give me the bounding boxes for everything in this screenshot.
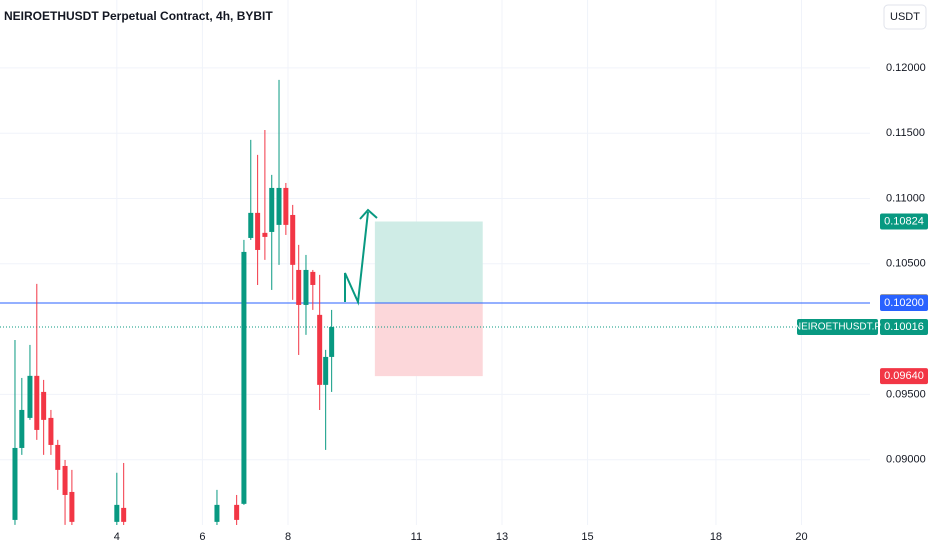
candle-body [317,314,323,385]
price-label-box [880,368,928,385]
price-label-box [880,294,928,311]
price-label: 0.10824 [884,215,924,227]
price-label-box [880,213,928,230]
y-tick-label: 0.12000 [886,62,926,74]
candle-body [69,491,75,522]
candle-body [48,417,54,445]
candle-body [34,375,40,430]
chart-title: NEIROETHUSDT Perpetual Contract, 4h, BYB… [4,9,273,23]
candle-body [276,187,282,225]
candle-body [255,212,261,250]
drawn-arrow [344,211,369,306]
candle-body [329,327,335,357]
price-label: 0.10016 [884,321,924,333]
candle-body [269,187,275,232]
candle-body [323,356,329,385]
x-tick-label: 15 [581,531,593,543]
candle-body [303,269,309,305]
price-label: 0.10200 [884,297,924,309]
y-tick-label: 0.10500 [886,258,926,270]
candle-body [12,447,18,520]
plot-area [0,79,870,525]
x-tick-label: 4 [114,531,120,543]
candle-body [62,465,68,495]
candle-body [296,269,302,305]
x-tick-label: 13 [496,531,508,543]
candle-body [114,504,120,522]
candle-body [310,271,316,285]
candle-body [121,507,127,522]
price-label-box [880,319,928,336]
arrow-head [359,208,378,220]
price-axis: 0.12000 0.11500 0.11000 0.10500 0.09500 0.090… [114,62,928,543]
symbol-label: NEIROETHUSDT.P [794,322,882,333]
candle-body [41,391,47,420]
currency-label[interactable]: USDT [890,11,920,23]
y-tick-label: 0.09500 [886,388,926,400]
candle-body [262,232,268,237]
loss-zone [374,302,483,377]
symbol-label-box [797,319,878,336]
x-tick-label: 18 [710,531,722,543]
y-tick-label: 0.09000 [886,454,926,466]
candle-body [283,187,289,225]
candle-body [234,504,240,520]
candle-body [27,375,33,418]
y-tick-label: 0.11000 [886,192,925,204]
candle-body [19,409,25,448]
profit-zone [374,221,483,303]
x-tick-label: 8 [285,531,291,543]
x-tick-label: 11 [411,531,422,543]
currency-button[interactable] [883,4,927,30]
grid [0,0,870,525]
candle-body [55,444,61,470]
x-tick-label: 20 [795,531,807,543]
candle-body [248,212,254,238]
y-tick-label: 0.11500 [886,127,925,139]
candle-body [290,214,296,265]
x-tick-label: 6 [199,531,205,543]
price-label: 0.09640 [884,370,924,382]
candle-body [241,251,247,504]
candle-body [214,504,220,522]
